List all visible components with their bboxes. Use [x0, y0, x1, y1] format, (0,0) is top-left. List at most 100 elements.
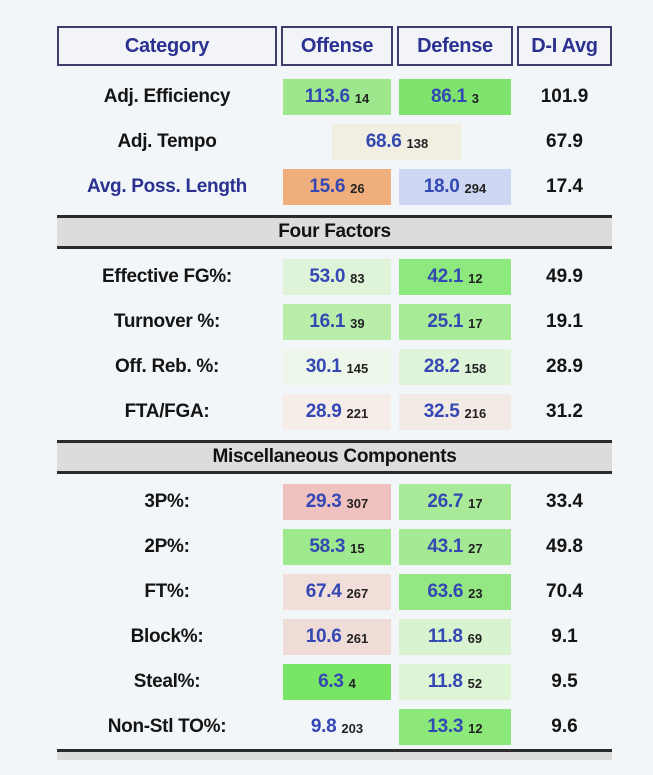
- stat-row: Off. Reb. %: 30.1 145 28.2 158 28.9: [57, 344, 612, 389]
- row-label: Effective FG%:: [102, 265, 232, 287]
- row-label: FT%:: [144, 580, 190, 602]
- defense-cell: 42.1 12: [399, 258, 511, 295]
- stat-value: 18.0: [423, 175, 460, 197]
- offense-cell: 67.4 267: [283, 573, 391, 610]
- defense-cell: 26.7 17: [399, 483, 511, 520]
- defense-cell: 25.1 17: [399, 303, 511, 340]
- column-header-di-avg: D-I Avg: [517, 26, 612, 66]
- stat-value: 13.3: [427, 715, 464, 737]
- stat-rank: 27: [468, 540, 483, 556]
- section-header: Miscellaneous Components: [57, 439, 612, 474]
- defense-cell: 18.0 294: [399, 168, 511, 205]
- row-label: Off. Reb. %:: [114, 355, 220, 377]
- offense-cell: 9.8 203: [283, 709, 391, 745]
- row-label: Steal%:: [133, 670, 201, 692]
- column-header-defense: Defense: [397, 26, 513, 66]
- stat-row: Effective FG%: 53.0 83 42.1 12 49.9: [57, 254, 612, 299]
- header-row: Category Offense Defense D-I Avg: [57, 25, 612, 67]
- defense-cell: 86.1 3: [399, 78, 511, 115]
- stat-rank: 17: [468, 495, 483, 511]
- di-avg-value: 28.9: [546, 355, 583, 377]
- section-header-row: Four Factors: [57, 209, 612, 254]
- defense-cell: 28.2 158: [399, 348, 511, 385]
- stat-value: 63.6: [427, 580, 464, 602]
- row-label: Block%:: [130, 625, 204, 647]
- stat-rank: 216: [464, 405, 487, 421]
- next-section-divider: [57, 749, 612, 760]
- stat-value: 30.1: [305, 355, 342, 377]
- stat-rank: 158: [464, 360, 487, 376]
- column-header-offense: Offense: [281, 26, 393, 66]
- stat-value: 11.8: [427, 625, 463, 647]
- table-body: Adj. Efficiency 113.6 14 86.1 3 101.9 Adj. Tem…: [57, 74, 612, 749]
- stat-row: Avg. Poss. Length 15.6 26 18.0 294 17.4: [57, 164, 612, 209]
- offense-cell: 10.6 261: [283, 618, 391, 655]
- stat-rank: 294: [464, 180, 487, 196]
- di-avg-value: 67.9: [546, 130, 583, 152]
- stat-value: 58.3: [309, 535, 346, 557]
- di-avg-value: 33.4: [546, 490, 583, 512]
- stat-rank: 221: [346, 405, 369, 421]
- offense-cell: 15.6 26: [283, 168, 391, 205]
- stat-value: 113.6: [304, 85, 350, 107]
- stat-rank: 15: [350, 540, 365, 556]
- offense-cell: 30.1 145: [283, 348, 391, 385]
- stat-value: 26.7: [427, 490, 464, 512]
- row-label: 2P%:: [144, 535, 190, 557]
- stat-value: 28.2: [423, 355, 460, 377]
- stat-value: 16.1: [309, 310, 346, 332]
- di-avg-value: 9.5: [551, 670, 578, 692]
- stat-rank: 52: [467, 675, 483, 691]
- offense-cell: 16.1 39: [283, 303, 391, 340]
- stat-row: Block%: 10.6 261 11.8 69 9.1: [57, 614, 612, 659]
- offense-cell: 6.3 4: [283, 663, 391, 700]
- defense-cell: 13.3 12: [399, 708, 511, 745]
- stat-rank: 145: [346, 360, 369, 376]
- offense-cell: 28.9 221: [283, 393, 391, 430]
- stat-rank: 138: [406, 135, 429, 151]
- combined-cell-span: 68.6 138: [281, 123, 513, 160]
- stat-rank: 12: [468, 270, 483, 286]
- stats-table: Category Offense Defense D-I Avg Adj. Effic…: [57, 25, 612, 760]
- row-label-link[interactable]: Avg. Poss. Length: [87, 175, 247, 197]
- section-header-row: Miscellaneous Components: [57, 434, 612, 479]
- stat-row: Turnover %: 16.1 39 25.1 17 19.1: [57, 299, 612, 344]
- stat-row: 3P%: 29.3 307 26.7 17 33.4: [57, 479, 612, 524]
- stat-value: 68.6: [365, 130, 402, 152]
- offense-cell: 113.6 14: [283, 78, 391, 115]
- stat-row: Non-Stl TO%: 9.8 203 13.3 12 9.6: [57, 704, 612, 749]
- di-avg-value: 49.8: [546, 535, 583, 557]
- stat-rank: 3: [471, 90, 479, 106]
- stat-value: 28.9: [305, 400, 342, 422]
- di-avg-value: 17.4: [546, 175, 583, 197]
- offense-cell: 53.0 83: [283, 258, 391, 295]
- di-avg-value: 9.6: [551, 715, 578, 737]
- di-avg-value: 9.1: [551, 625, 578, 647]
- stat-row: 2P%: 58.3 15 43.1 27 49.8: [57, 524, 612, 569]
- stat-rank: 307: [346, 495, 369, 511]
- row-label: Turnover %:: [113, 310, 221, 332]
- di-avg-value: 19.1: [546, 310, 583, 332]
- stat-row: FT%: 67.4 267 63.6 23 70.4: [57, 569, 612, 614]
- stat-rank: 23: [468, 585, 483, 601]
- defense-cell: 43.1 27: [399, 528, 511, 565]
- stat-rank: 12: [468, 720, 483, 736]
- defense-cell: 63.6 23: [399, 573, 511, 610]
- stat-rank: 69: [467, 630, 483, 646]
- stat-value: 53.0: [309, 265, 346, 287]
- stat-rank: 261: [346, 630, 369, 646]
- row-label: Adj. Efficiency: [103, 85, 231, 107]
- stat-value: 86.1: [430, 85, 467, 107]
- stat-rank: 83: [350, 270, 365, 286]
- stat-value: 29.3: [305, 490, 342, 512]
- offense-cell: 58.3 15: [283, 528, 391, 565]
- stat-rank: 39: [350, 315, 365, 331]
- defense-cell: 11.8 69: [399, 618, 511, 655]
- stat-value: 43.1: [427, 535, 464, 557]
- stat-rank: 26: [350, 180, 365, 196]
- stat-row: Adj. Tempo 68.6 138 67.9: [57, 119, 612, 164]
- di-avg-value: 101.9: [540, 85, 589, 107]
- stat-value: 25.1: [427, 310, 464, 332]
- stat-value: 15.6: [309, 175, 346, 197]
- row-label: Adj. Tempo: [117, 130, 217, 152]
